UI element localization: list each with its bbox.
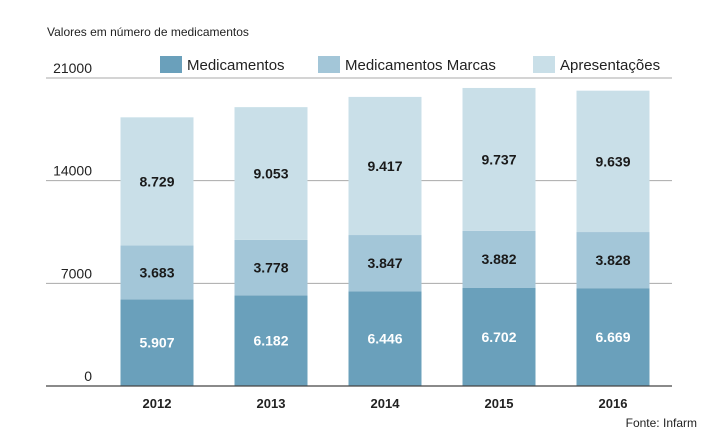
- bar-segment: [348, 235, 422, 292]
- bar-segment: [120, 299, 194, 386]
- x-tick-label: 2013: [257, 396, 286, 411]
- data-label: 9.053: [253, 166, 288, 182]
- bar-segment: [120, 117, 194, 246]
- bar-segment: [576, 90, 650, 233]
- legend-swatch-medicamentos: [160, 56, 182, 73]
- data-label: 6.669: [595, 329, 630, 345]
- data-label: 6.182: [253, 333, 288, 349]
- legend-label-medicamentos-marcas: Medicamentos Marcas: [345, 57, 496, 74]
- data-label: 3.882: [481, 251, 516, 267]
- chart-subtitle: Valores em número de medicamentos: [47, 25, 249, 39]
- bar-segment: [576, 288, 650, 386]
- y-tick-label: 14000: [53, 163, 92, 179]
- bar-segment: [234, 107, 308, 240]
- y-tick-label: 0: [84, 368, 92, 384]
- bar-segment: [234, 239, 308, 296]
- bar-segment: [348, 96, 422, 236]
- x-tick-label: 2015: [485, 396, 514, 411]
- y-tick-label: 7000: [61, 265, 92, 281]
- x-axis-ticks: 2012 2013 2014 2015 2016: [143, 396, 628, 411]
- source-note: Fonte: Infarm: [626, 416, 697, 430]
- bar-segment: [120, 245, 194, 300]
- data-label: 9.417: [367, 158, 402, 174]
- x-tick-label: 2014: [371, 396, 401, 411]
- data-label: 3.828: [595, 252, 630, 268]
- y-axis-ticks: 0 7000 14000 21000: [53, 60, 92, 384]
- data-label: 3.778: [253, 260, 288, 276]
- legend-label-apresentacoes: Apresentações: [560, 57, 660, 74]
- data-label: 3.847: [367, 255, 402, 271]
- bar-segment: [234, 295, 308, 386]
- data-label: 9.639: [595, 153, 630, 169]
- data-label: 6.702: [481, 329, 516, 345]
- x-tick-label: 2012: [143, 396, 172, 411]
- data-label: 5.907: [139, 335, 174, 351]
- bar-segment: [462, 230, 536, 288]
- bar-segment: [576, 232, 650, 289]
- data-label: 6.446: [367, 331, 402, 347]
- data-label: 9.737: [481, 151, 516, 167]
- legend-label-medicamentos: Medicamentos: [187, 57, 285, 74]
- bar-segment: [462, 287, 536, 386]
- legend: Medicamentos Medicamentos Marcas Apresen…: [160, 56, 660, 74]
- data-label: 3.683: [139, 264, 174, 280]
- data-label: 8.729: [139, 173, 174, 189]
- bar-segment: [462, 87, 536, 231]
- y-tick-label: 21000: [53, 60, 92, 76]
- legend-swatch-medicamentos-marcas: [318, 56, 340, 73]
- bar-segment: [348, 291, 422, 386]
- bars: 5.907 3.683 8.729 6.182 3.778 9.053 6.446 3.847…: [120, 87, 650, 386]
- x-tick-label: 2016: [599, 396, 628, 411]
- legend-swatch-apresentacoes: [533, 56, 555, 73]
